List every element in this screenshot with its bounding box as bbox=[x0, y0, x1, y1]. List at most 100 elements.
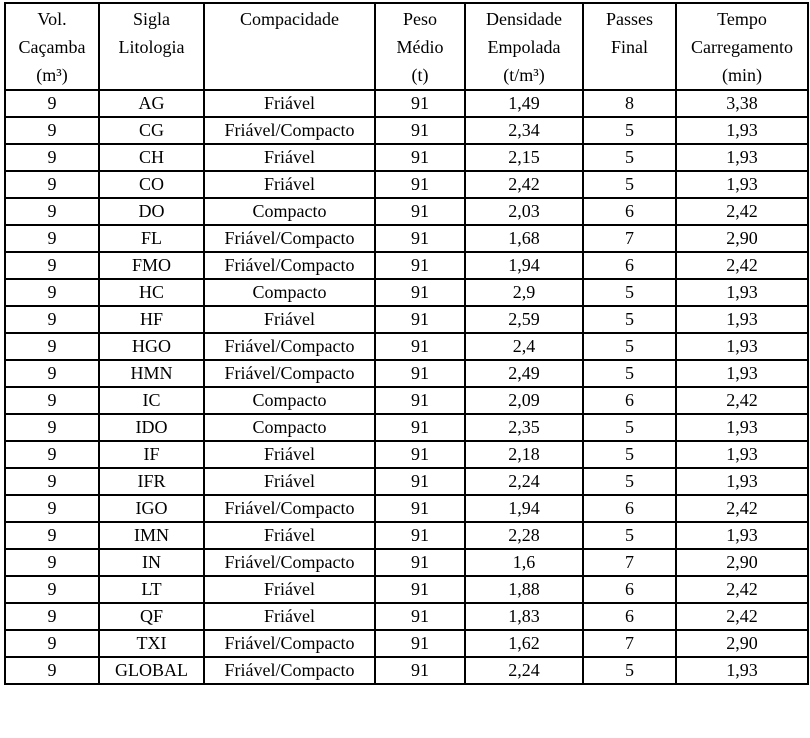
cell-compacidade: Friável bbox=[203, 467, 376, 496]
cell-tempo-carregamento: 1,93 bbox=[675, 656, 809, 685]
cell-tempo-carregamento: 2,42 bbox=[675, 602, 809, 631]
cell-densidade-empolada: 1,49 bbox=[464, 89, 584, 118]
cell-sigla-litologia: IN bbox=[98, 548, 205, 577]
table-row: 9 FMO Friável/Compacto 91 1,94 6 2,42 bbox=[4, 251, 809, 280]
header-tempo-carregamento: Tempo Carregamento (min) bbox=[675, 2, 809, 91]
cell-densidade-empolada: 2,18 bbox=[464, 440, 584, 469]
cell-sigla-litologia: QF bbox=[98, 602, 205, 631]
cell-sigla-litologia: IC bbox=[98, 386, 205, 415]
cell-peso-medio: 91 bbox=[374, 278, 466, 307]
cell-peso-medio: 91 bbox=[374, 548, 466, 577]
table-row: 9 HGO Friável/Compacto 91 2,4 5 1,93 bbox=[4, 332, 809, 361]
table-row: 9 LT Friável 91 1,88 6 2,42 bbox=[4, 575, 809, 604]
cell-peso-medio: 91 bbox=[374, 386, 466, 415]
cell-compacidade: Friável/Compacto bbox=[203, 629, 376, 658]
cell-peso-medio: 91 bbox=[374, 440, 466, 469]
cell-vol-cacamba: 9 bbox=[4, 656, 100, 685]
cell-vol-cacamba: 9 bbox=[4, 197, 100, 226]
cell-vol-cacamba: 9 bbox=[4, 494, 100, 523]
cell-peso-medio: 91 bbox=[374, 116, 466, 145]
table-row: 9 HC Compacto 91 2,9 5 1,93 bbox=[4, 278, 809, 307]
cell-passes-final: 5 bbox=[582, 170, 677, 199]
cell-peso-medio: 91 bbox=[374, 143, 466, 172]
cell-peso-medio: 91 bbox=[374, 224, 466, 253]
cell-peso-medio: 91 bbox=[374, 467, 466, 496]
cell-sigla-litologia: CG bbox=[98, 116, 205, 145]
cell-compacidade: Friável/Compacto bbox=[203, 656, 376, 685]
cell-densidade-empolada: 2,24 bbox=[464, 656, 584, 685]
cell-tempo-carregamento: 1,93 bbox=[675, 521, 809, 550]
cell-densidade-empolada: 2,24 bbox=[464, 467, 584, 496]
cell-densidade-empolada: 2,35 bbox=[464, 413, 584, 442]
cell-compacidade: Compacto bbox=[203, 278, 376, 307]
cell-densidade-empolada: 1,6 bbox=[464, 548, 584, 577]
cell-vol-cacamba: 9 bbox=[4, 386, 100, 415]
table-row: 9 FL Friável/Compacto 91 1,68 7 2,90 bbox=[4, 224, 809, 253]
cell-passes-final: 5 bbox=[582, 305, 677, 334]
cell-densidade-empolada: 1,88 bbox=[464, 575, 584, 604]
table-body: 9 AG Friável 91 1,49 8 3,38 9 CG Friável/Compacto… bbox=[4, 89, 809, 685]
cell-sigla-litologia: FL bbox=[98, 224, 205, 253]
table-row: 9 IFR Friável 91 2,24 5 1,93 bbox=[4, 467, 809, 496]
cell-sigla-litologia: HF bbox=[98, 305, 205, 334]
cell-sigla-litologia: IGO bbox=[98, 494, 205, 523]
cell-tempo-carregamento: 2,42 bbox=[675, 386, 809, 415]
cell-compacidade: Friável bbox=[203, 440, 376, 469]
cell-vol-cacamba: 9 bbox=[4, 116, 100, 145]
cell-vol-cacamba: 9 bbox=[4, 143, 100, 172]
cell-sigla-litologia: IMN bbox=[98, 521, 205, 550]
cell-passes-final: 7 bbox=[582, 548, 677, 577]
cell-tempo-carregamento: 1,93 bbox=[675, 305, 809, 334]
cell-compacidade: Friável/Compacto bbox=[203, 116, 376, 145]
cell-compacidade: Friável bbox=[203, 143, 376, 172]
cell-sigla-litologia: AG bbox=[98, 89, 205, 118]
cell-densidade-empolada: 2,03 bbox=[464, 197, 584, 226]
cell-compacidade: Friável bbox=[203, 89, 376, 118]
cell-vol-cacamba: 9 bbox=[4, 251, 100, 280]
cell-sigla-litologia: LT bbox=[98, 575, 205, 604]
header-vol-cacamba: Vol. Caçamba (m³) bbox=[4, 2, 100, 91]
cell-passes-final: 6 bbox=[582, 602, 677, 631]
cell-peso-medio: 91 bbox=[374, 602, 466, 631]
cell-peso-medio: 91 bbox=[374, 251, 466, 280]
cell-vol-cacamba: 9 bbox=[4, 548, 100, 577]
cell-sigla-litologia: HC bbox=[98, 278, 205, 307]
header-row: Vol. Caçamba (m³) Sigla Litologia Compac… bbox=[4, 2, 809, 91]
table-row: 9 CG Friável/Compacto 91 2,34 5 1,93 bbox=[4, 116, 809, 145]
cell-vol-cacamba: 9 bbox=[4, 278, 100, 307]
cell-tempo-carregamento: 1,93 bbox=[675, 359, 809, 388]
table-row: 9 HF Friável 91 2,59 5 1,93 bbox=[4, 305, 809, 334]
cell-compacidade: Friável bbox=[203, 602, 376, 631]
cell-tempo-carregamento: 1,93 bbox=[675, 170, 809, 199]
cell-compacidade: Friável bbox=[203, 521, 376, 550]
cell-compacidade: Friável/Compacto bbox=[203, 332, 376, 361]
cell-peso-medio: 91 bbox=[374, 521, 466, 550]
table-row: 9 IF Friável 91 2,18 5 1,93 bbox=[4, 440, 809, 469]
cell-passes-final: 6 bbox=[582, 386, 677, 415]
cell-sigla-litologia: CH bbox=[98, 143, 205, 172]
table-header: Vol. Caçamba (m³) Sigla Litologia Compac… bbox=[4, 2, 809, 91]
cell-vol-cacamba: 9 bbox=[4, 170, 100, 199]
cell-vol-cacamba: 9 bbox=[4, 467, 100, 496]
cell-passes-final: 5 bbox=[582, 656, 677, 685]
cell-passes-final: 5 bbox=[582, 143, 677, 172]
table-row: 9 TXI Friável/Compacto 91 1,62 7 2,90 bbox=[4, 629, 809, 658]
cell-peso-medio: 91 bbox=[374, 305, 466, 334]
cell-passes-final: 7 bbox=[582, 629, 677, 658]
cell-peso-medio: 91 bbox=[374, 575, 466, 604]
cell-passes-final: 5 bbox=[582, 440, 677, 469]
cell-vol-cacamba: 9 bbox=[4, 521, 100, 550]
cell-peso-medio: 91 bbox=[374, 170, 466, 199]
cell-passes-final: 6 bbox=[582, 197, 677, 226]
header-sigla-litologia: Sigla Litologia bbox=[98, 2, 205, 91]
cell-sigla-litologia: TXI bbox=[98, 629, 205, 658]
cell-peso-medio: 91 bbox=[374, 332, 466, 361]
cell-compacidade: Friável/Compacto bbox=[203, 548, 376, 577]
table-row: 9 QF Friável 91 1,83 6 2,42 bbox=[4, 602, 809, 631]
cell-passes-final: 5 bbox=[582, 521, 677, 550]
cell-passes-final: 5 bbox=[582, 359, 677, 388]
table-row: 9 GLOBAL Friável/Compacto 91 2,24 5 1,93 bbox=[4, 656, 809, 685]
cell-passes-final: 6 bbox=[582, 251, 677, 280]
cell-compacidade: Friável/Compacto bbox=[203, 494, 376, 523]
cell-tempo-carregamento: 2,42 bbox=[675, 494, 809, 523]
